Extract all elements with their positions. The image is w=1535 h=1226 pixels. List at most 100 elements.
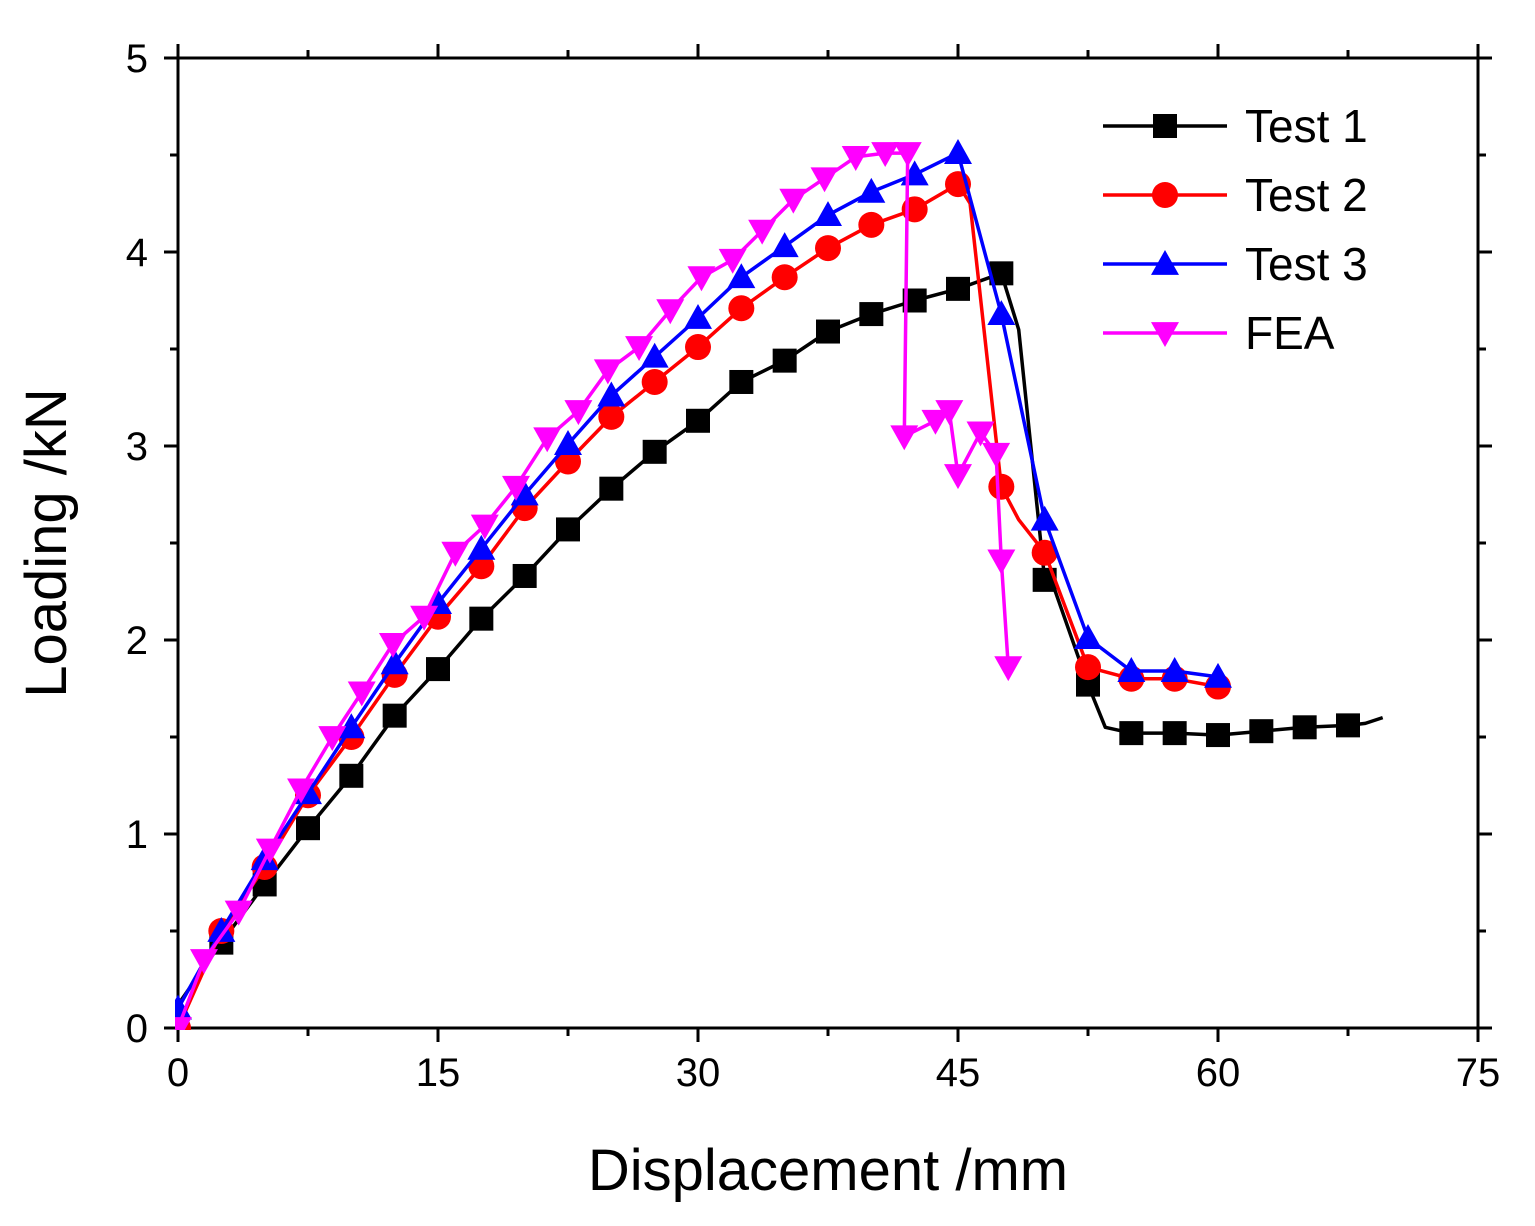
legend-entry-test-3: Test 3 (1103, 238, 1368, 290)
data-point-fea (502, 475, 530, 501)
data-point-fea (841, 146, 870, 171)
data-point-test-1 (1249, 719, 1274, 744)
data-point-test-1 (469, 606, 494, 631)
data-point-test-1 (382, 703, 407, 728)
y-tick-label: 0 (126, 1007, 148, 1051)
x-tick-label: 60 (1196, 1051, 1241, 1095)
data-point-test-3 (1204, 662, 1232, 688)
data-point-fea (987, 549, 1016, 575)
x-tick-label: 45 (936, 1051, 981, 1095)
y-tick-label: 2 (126, 619, 148, 663)
legend-marker-fea (1151, 322, 1179, 347)
data-point-test-2 (468, 553, 495, 580)
data-point-test-3 (554, 430, 582, 455)
data-point-test-3 (1030, 505, 1059, 531)
legend-marker-test-2 (1152, 182, 1178, 208)
x-tick-label: 0 (167, 1051, 189, 1095)
data-point-test-3 (1074, 624, 1102, 649)
data-point-fea (994, 656, 1023, 682)
data-point-test-1 (296, 816, 320, 841)
x-tick-label: 75 (1456, 1051, 1501, 1095)
data-point-fea (533, 427, 562, 453)
data-point-test-3 (207, 917, 236, 942)
data-point-test-2 (771, 264, 798, 291)
data-point-test-1 (642, 439, 667, 464)
data-point-fea (175, 1017, 192, 1030)
legend-label-test-2: Test 2 (1245, 169, 1368, 221)
data-point-fea (441, 541, 470, 567)
data-point-test-3 (770, 232, 799, 258)
y-tick-label: 5 (126, 37, 148, 81)
data-point-fea (687, 266, 716, 292)
data-point-test-1 (1162, 721, 1187, 746)
data-point-fea (779, 188, 808, 214)
x-tick-label: 15 (416, 1051, 461, 1095)
data-point-test-2 (858, 211, 885, 238)
data-point-fea (287, 778, 316, 804)
data-point-test-3 (337, 713, 366, 739)
data-point-test-3 (857, 177, 886, 203)
data-point-test-2 (815, 235, 841, 262)
y-axis-title: Loading /kN (14, 388, 79, 698)
data-point-fea (224, 900, 253, 926)
data-point-test-3 (597, 381, 626, 407)
data-point-test-3 (727, 263, 756, 289)
data-point-test-1 (1206, 723, 1230, 748)
data-point-test-1 (859, 302, 884, 327)
data-point-fea (944, 464, 972, 490)
data-point-test-3 (900, 160, 929, 186)
data-point-test-3 (684, 303, 712, 329)
data-point-fea (966, 421, 995, 447)
data-point-test-2 (641, 368, 668, 395)
data-point-fea (935, 400, 964, 426)
data-point-test-3 (510, 480, 539, 506)
y-tick-label: 4 (126, 231, 148, 275)
y-tick-label: 3 (126, 425, 148, 469)
axis-ticks (164, 44, 1492, 1042)
data-point-test-3 (380, 649, 409, 675)
data-point-fea (921, 409, 950, 435)
data-point-fea (470, 514, 499, 540)
data-point-test-3 (640, 342, 669, 368)
legend-label-fea: FEA (1245, 307, 1335, 359)
data-point-test-2 (728, 295, 755, 322)
legend-entry-fea: FEA (1103, 307, 1335, 359)
data-point-test-1 (599, 476, 624, 501)
data-point-test-3 (1160, 657, 1189, 682)
data-point-fea (190, 949, 218, 975)
data-point-test-1 (686, 408, 710, 433)
data-point-test-2 (598, 403, 625, 430)
data-point-test-2 (1031, 539, 1058, 566)
data-point-fea (810, 167, 839, 193)
data-point-fea (593, 359, 622, 385)
data-point-test-1 (772, 348, 797, 373)
data-point-fea (893, 142, 922, 168)
data-point-test-1 (1292, 715, 1317, 740)
data-point-fea (378, 632, 407, 658)
data-point-test-1 (426, 657, 450, 682)
data-point-test-1 (946, 276, 970, 301)
data-point-test-3 (1117, 657, 1146, 682)
legend-marker-test-1 (1153, 114, 1177, 138)
data-point-test-3 (175, 994, 192, 1020)
legend-entry-test-2: Test 2 (1103, 169, 1368, 221)
data-point-test-1 (512, 563, 537, 588)
data-point-test-1 (729, 369, 754, 394)
legend-label-test-1: Test 1 (1245, 100, 1368, 152)
series-layer (175, 139, 1384, 1030)
data-point-test-1 (1119, 721, 1144, 746)
data-point-test-3 (987, 300, 1016, 325)
series-test-3 (175, 139, 1232, 1020)
data-point-test-3 (814, 201, 842, 227)
legend-entry-test-1: Test 1 (1103, 100, 1368, 152)
data-point-fea (871, 142, 900, 168)
data-point-fea (564, 400, 593, 426)
data-point-test-2 (988, 473, 1015, 500)
data-point-fea (318, 726, 347, 751)
data-point-fea (656, 299, 685, 325)
data-point-test-2 (685, 334, 711, 361)
series-fea (175, 142, 1023, 1030)
data-point-fea (255, 838, 284, 864)
